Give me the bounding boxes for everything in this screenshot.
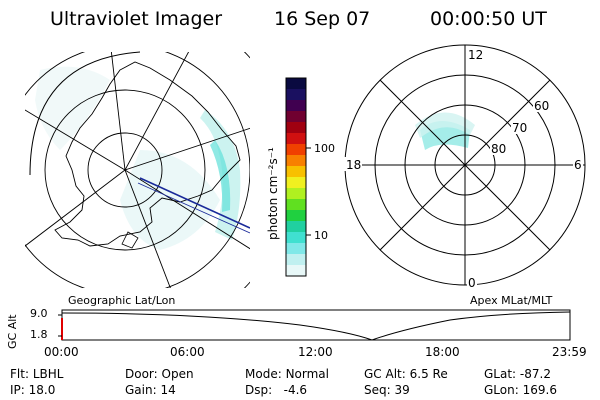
time-tick-1200: 12:00: [298, 345, 333, 359]
mlat-70-label: 70: [512, 121, 527, 135]
mlt-6-label: 6: [574, 158, 582, 172]
colorbar-cell: [286, 166, 306, 178]
colorbar-unit: photon cm⁻²s⁻¹: [266, 147, 280, 240]
altitude-strip: [58, 309, 571, 341]
geographic-map: [25, 52, 250, 288]
colorbar-tick-100: 100: [314, 142, 335, 155]
seq-status: Seq: 39: [364, 383, 410, 397]
filter-status: Flt: LBHL: [10, 367, 64, 381]
colorbar-cell: [286, 78, 306, 90]
time-tick-0600: 06:00: [170, 345, 205, 359]
colorbar-cell: [286, 243, 306, 255]
apex-label: Apex MLat/MLT: [470, 294, 553, 307]
terminator-line: [139, 177, 250, 229]
colorbar-cell: [286, 254, 306, 266]
glon-status: GLon: 169.6: [484, 383, 557, 397]
mode-status: Mode: Normal: [245, 367, 329, 381]
time-label: 00:00:50 UT: [430, 8, 547, 30]
colorbar-cell: [286, 122, 306, 134]
colorbar-cell: [286, 155, 306, 167]
altitude-max-label: 9.0: [30, 307, 48, 320]
glat-status: GLat: -87.2: [484, 367, 551, 381]
auroral-emission-left: [200, 110, 241, 240]
colorbar-tick-10: 10: [314, 229, 328, 242]
colorbar-cell: [286, 210, 306, 222]
mlt-0-label: 0: [468, 276, 476, 290]
colorbar-frame: [285, 77, 307, 277]
gc-alt-status: GC Alt: 6.5 Re: [364, 367, 448, 381]
colorbar-cell: [286, 144, 306, 156]
mlat-60-label: 60: [534, 99, 549, 113]
colorbar-cell: [286, 199, 306, 211]
mlt-18-label: 18: [346, 158, 361, 172]
colorbar-cell: [286, 133, 306, 145]
colorbar: [286, 78, 306, 277]
mlat-80-label: 80: [491, 142, 506, 156]
colorbar-cell: [286, 89, 306, 101]
time-tick-0000: 00:00: [44, 345, 79, 359]
colorbar-cell: [286, 111, 306, 123]
gc-alt-axis-label: GC Alt: [6, 314, 19, 349]
altitude-min-label: 1.8: [30, 328, 48, 341]
ip-status: IP: 18.0: [10, 383, 56, 397]
time-tick-2359: 23:59: [552, 345, 587, 359]
gain-status: Gain: 14: [125, 383, 176, 397]
altitude-curve: [61, 311, 571, 341]
colorbar-cell: [286, 188, 306, 200]
colorbar-cell: [286, 177, 306, 189]
door-status: Door: Open: [125, 367, 194, 381]
time-tick-1800: 18:00: [425, 345, 460, 359]
colorbar-cell: [286, 232, 306, 244]
magnetic-polar-plot: 12 18 6 0 60 70 80: [344, 44, 586, 290]
colorbar-cell: [286, 265, 306, 277]
colorbar-cell: [286, 221, 306, 233]
colorbar-cell: [286, 100, 306, 112]
date-label: 16 Sep 07: [274, 8, 371, 30]
dsp-status: Dsp: -4.6: [245, 383, 308, 397]
instrument-title: Ultraviolet Imager: [50, 8, 223, 30]
geographic-label: Geographic Lat/Lon: [68, 294, 176, 307]
coastline: [54, 61, 241, 247]
mlt-12-label: 12: [468, 48, 483, 62]
